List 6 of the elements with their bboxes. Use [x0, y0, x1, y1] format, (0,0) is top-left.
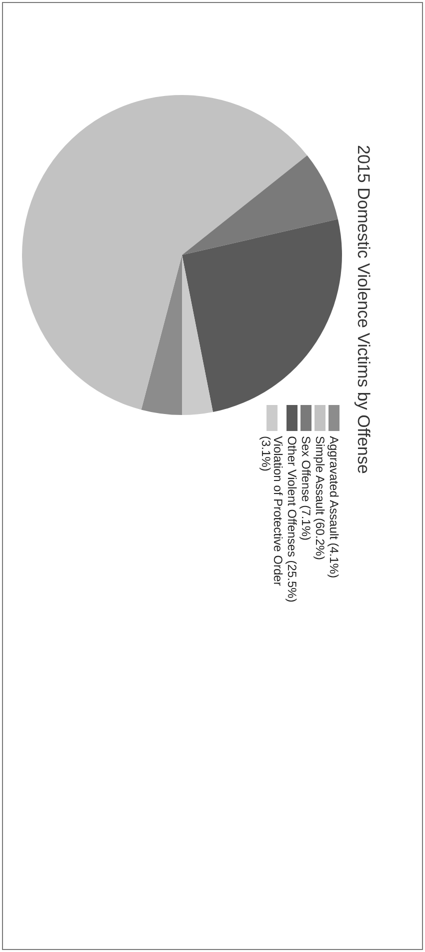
legend-label: Violation of Protective Order (3.1%) [259, 436, 285, 590]
text: 2015 Domestic Violence Victims by Offense [354, 145, 373, 474]
legend-label: Simple Assault (60.2%) [313, 436, 327, 560]
legend-label: Sex Offense (7.1%) [299, 436, 313, 540]
legend-label: Aggravated Assault (4.1%) [327, 436, 341, 578]
legend-label: Other Violent Offenses (25.5%) [285, 436, 299, 602]
